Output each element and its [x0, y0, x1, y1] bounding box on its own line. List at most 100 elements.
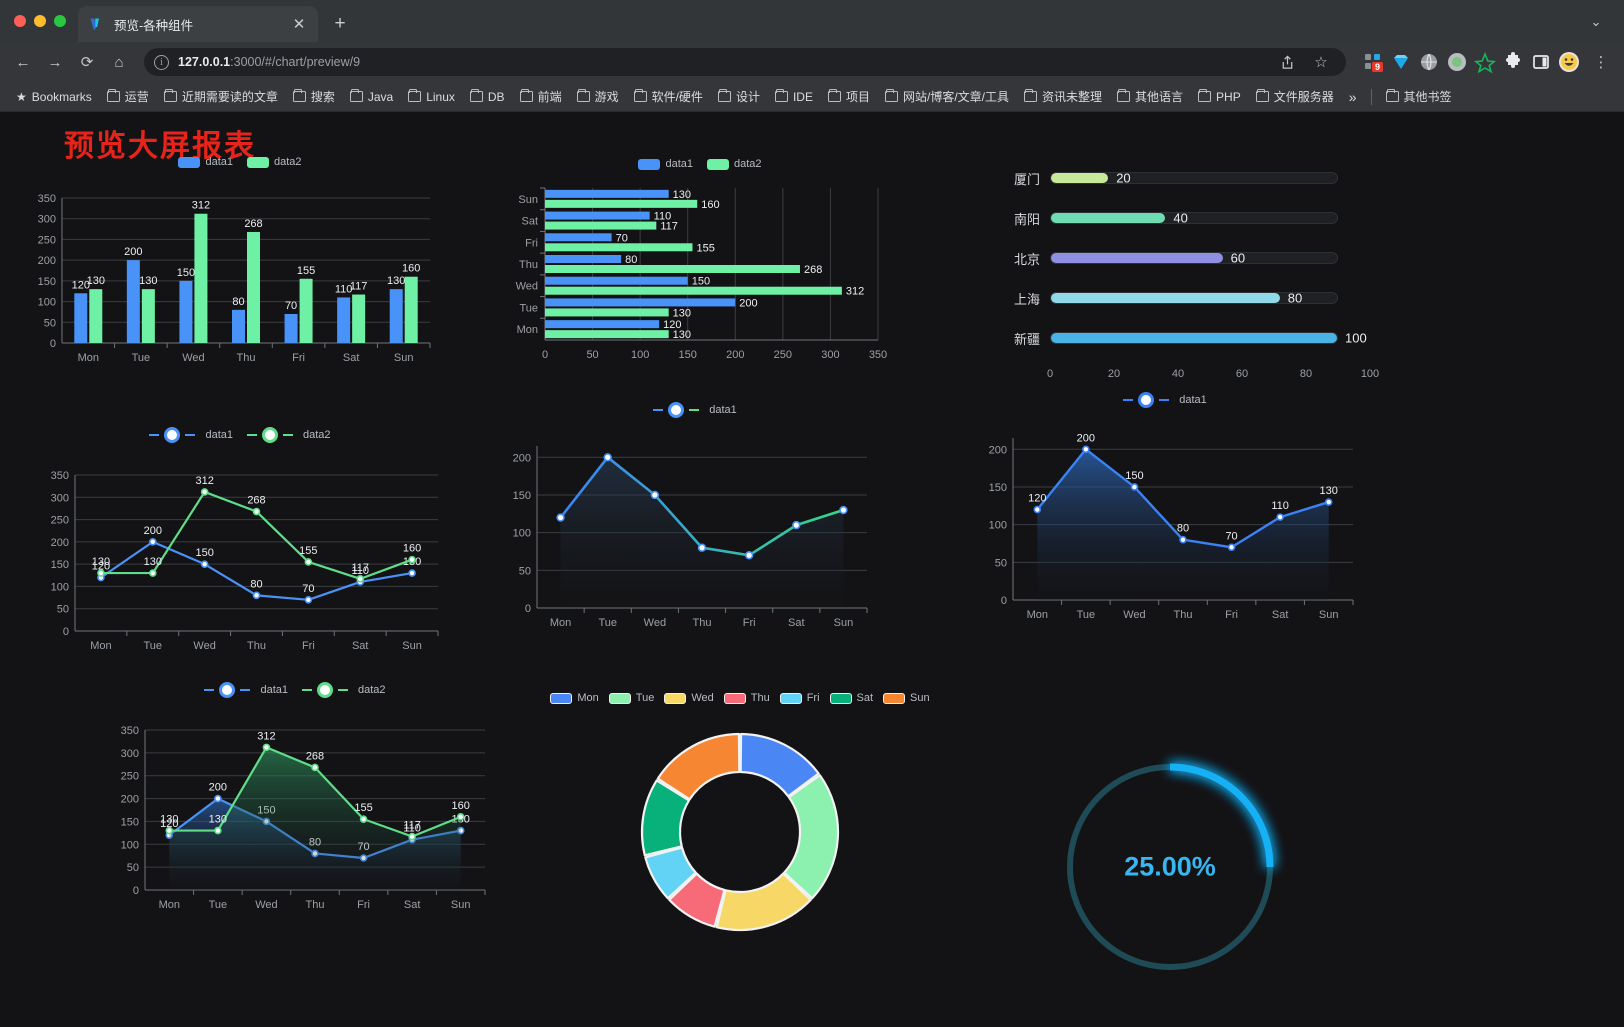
pie-slice-tue[interactable] — [783, 774, 840, 900]
legend-swatch-icon — [723, 692, 746, 704]
diamond-icon[interactable] — [1390, 51, 1412, 73]
svg-text:Fri: Fri — [302, 640, 315, 652]
bookmark-folder-software[interactable]: 软件/硬件 — [628, 85, 709, 108]
bookmark-folder-fileserver[interactable]: 文件服务器 — [1250, 85, 1340, 108]
bookmark-folder-yunying[interactable]: 运营 — [101, 85, 155, 108]
legend-item-sun[interactable]: Sun — [883, 692, 930, 704]
svg-text:80: 80 — [625, 254, 637, 266]
progress-track[interactable]: 20 — [1050, 170, 1338, 186]
close-tab-button[interactable]: ✕ — [292, 15, 306, 33]
pie-slice-mon[interactable] — [739, 732, 820, 798]
bookmark-item-bookmarks[interactable]: ★ Bookmarks — [10, 87, 98, 107]
legend-item-data2[interactable]: data2 — [302, 682, 386, 698]
legend-item-data1[interactable]: data1 — [1123, 392, 1207, 408]
bookmark-label: 前端 — [537, 90, 562, 104]
progress-value: 20 — [1116, 170, 1131, 186]
legend-item-data2[interactable]: data2 — [247, 427, 331, 443]
svg-text:Sat: Sat — [404, 899, 421, 911]
legend-item-data2[interactable]: data2 — [707, 158, 762, 170]
svg-text:312: 312 — [192, 200, 210, 212]
legend-swatch-icon — [779, 692, 802, 704]
svg-text:70: 70 — [1225, 530, 1237, 542]
bookmark-folder-games[interactable]: 游戏 — [571, 85, 625, 108]
bookmark-folder-ide[interactable]: IDE — [769, 87, 819, 107]
pie-slice-sat[interactable] — [640, 779, 691, 857]
svg-text:50: 50 — [995, 557, 1007, 569]
pie-slice-wed[interactable] — [715, 872, 812, 932]
home-button[interactable]: ⌂ — [114, 53, 124, 71]
progress-track[interactable]: 60 — [1050, 251, 1338, 266]
bookmark-folder-news[interactable]: 资讯未整理 — [1018, 85, 1108, 108]
bookmark-folder-otherlang[interactable]: 其他语言 — [1111, 85, 1189, 108]
bookmark-folder-search[interactable]: 搜索 — [287, 85, 341, 108]
legend-item-data1[interactable]: data1 — [638, 158, 693, 170]
pie-slice-thu[interactable] — [668, 872, 726, 928]
circle-icon[interactable] — [1446, 51, 1468, 73]
browser-menu-button[interactable]: ⋮ — [1593, 54, 1609, 71]
progress-track[interactable]: 80 — [1050, 291, 1338, 306]
globe-icon[interactable] — [1418, 51, 1440, 73]
legend-item-tue[interactable]: Tue — [608, 692, 654, 704]
bookmark-folder-other[interactable]: 其他书签 — [1380, 85, 1458, 108]
legend-item-data1[interactable]: data1 — [149, 427, 233, 443]
svg-text:Mon: Mon — [1027, 609, 1048, 621]
bookmark-folder-frontend[interactable]: 前端 — [514, 85, 568, 108]
pie-slice-fri[interactable] — [644, 846, 697, 900]
progress-row[interactable]: 新疆 100 — [1000, 325, 1367, 351]
legend-swatch-icon — [247, 156, 269, 168]
svg-text:Sun: Sun — [394, 352, 414, 364]
bookmark-folder-projects[interactable]: 项目 — [822, 85, 876, 108]
maximize-window-button[interactable] — [54, 15, 66, 27]
bookmark-folder-db[interactable]: DB — [464, 87, 511, 107]
close-window-button[interactable] — [14, 15, 26, 27]
legend-item-data2[interactable]: data2 — [247, 156, 302, 168]
bookmark-folder-php[interactable]: PHP — [1192, 87, 1247, 107]
bookmarks-separator — [1370, 88, 1372, 105]
minimize-window-button[interactable] — [34, 15, 46, 27]
legend-item-wed[interactable]: Wed — [664, 692, 714, 704]
chart-gauge-ring: 25.00% — [1040, 737, 1300, 1002]
sidebar-icon[interactable] — [1530, 51, 1552, 73]
pie-slice-sun[interactable] — [656, 732, 741, 801]
bookmark-folder-linux[interactable]: Linux — [402, 87, 461, 107]
extensions-grid-icon[interactable]: 9 — [1362, 51, 1384, 73]
puzzle-icon[interactable] — [1502, 51, 1524, 73]
legend-item-data1[interactable]: data1 — [178, 156, 233, 168]
progress-track[interactable]: 40 — [1050, 211, 1338, 226]
svg-text:Sat: Sat — [352, 640, 369, 652]
progress-row[interactable]: 北京 60 — [1000, 245, 1338, 271]
back-button[interactable]: ← — [15, 53, 31, 71]
bookmark-folder-sites[interactable]: 网站/博客/文章/工具 — [879, 85, 1015, 108]
legend-item-data1[interactable]: data1 — [204, 682, 288, 698]
legend-item-mon[interactable]: Mon — [550, 692, 599, 704]
browser-tab[interactable]: 预览-各种组件 ✕ — [78, 6, 318, 42]
bookmarks-overflow-button[interactable]: » — [1348, 88, 1357, 105]
legend-item-data1[interactable]: data1 — [653, 402, 737, 418]
legend-swatch-icon — [178, 156, 201, 168]
legend-item-fri[interactable]: Fri — [779, 692, 820, 704]
folder-icon — [884, 88, 898, 102]
bookmark-star-icon[interactable]: ☆ — [1314, 54, 1328, 71]
progress-row[interactable]: 厦门 20 — [1000, 165, 1338, 191]
forward-button[interactable]: → — [47, 53, 63, 71]
star-outline-icon[interactable] — [1474, 51, 1496, 74]
profile-avatar-icon[interactable] — [1558, 51, 1580, 73]
legend-item-sat[interactable]: Sat — [829, 692, 873, 704]
svg-text:120: 120 — [72, 279, 90, 291]
site-info-icon[interactable]: i — [154, 54, 169, 70]
svg-text:0: 0 — [50, 338, 56, 350]
new-tab-button[interactable]: + — [334, 13, 346, 34]
folder-icon — [827, 88, 841, 102]
progress-row[interactable]: 上海 80 — [1000, 285, 1338, 311]
bookmark-folder-java[interactable]: Java — [344, 87, 399, 107]
chevron-down-icon[interactable]: ⌄ — [1590, 14, 1602, 29]
progress-row[interactable]: 南阳 40 — [1000, 205, 1338, 231]
legend-line-icon — [283, 433, 293, 437]
bookmark-folder-design[interactable]: 设计 — [712, 85, 766, 108]
progress-track[interactable]: 100 — [1050, 331, 1367, 346]
address-bar[interactable]: i 127.0.0.1:3000/#/chart/preview/9 ☆ — [144, 48, 1346, 76]
bookmark-folder-articles[interactable]: 近期需要读的文章 — [158, 85, 284, 108]
share-icon[interactable] — [1272, 47, 1302, 77]
legend-item-thu[interactable]: Thu — [723, 692, 770, 704]
reload-button[interactable]: ⟳ — [80, 54, 94, 71]
